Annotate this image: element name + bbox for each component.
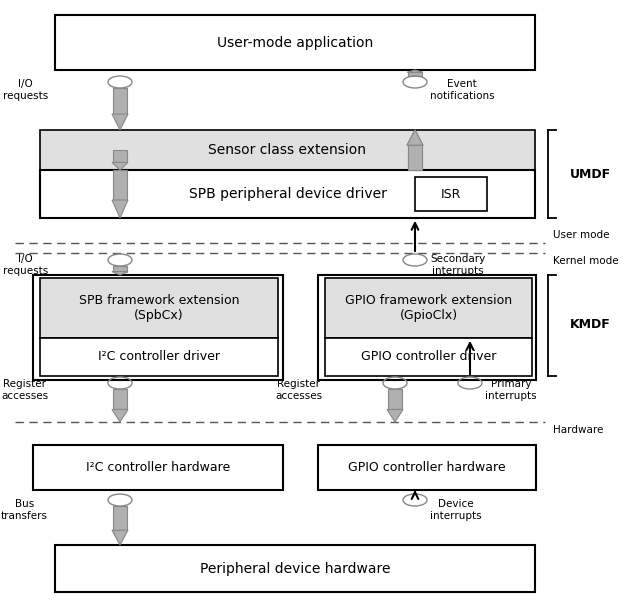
FancyBboxPatch shape (415, 177, 487, 211)
FancyBboxPatch shape (40, 278, 278, 338)
Polygon shape (113, 506, 127, 530)
FancyBboxPatch shape (33, 445, 283, 490)
Text: Register
accesses: Register accesses (275, 379, 322, 401)
Text: UMDF: UMDF (570, 168, 611, 181)
Text: ISR: ISR (441, 187, 461, 201)
Text: KMDF: KMDF (570, 318, 611, 331)
Polygon shape (113, 266, 127, 271)
Polygon shape (407, 130, 423, 145)
Text: GPIO controller hardware: GPIO controller hardware (348, 461, 506, 474)
Text: Secondary
interrupts: Secondary interrupts (430, 254, 485, 276)
Text: Device
interrupts: Device interrupts (430, 499, 482, 521)
Text: Peripheral device hardware: Peripheral device hardware (200, 561, 390, 575)
Polygon shape (112, 530, 128, 545)
Text: I²C controller hardware: I²C controller hardware (86, 461, 230, 474)
Polygon shape (113, 170, 127, 200)
Polygon shape (112, 162, 128, 170)
Polygon shape (408, 145, 422, 170)
Text: User mode: User mode (553, 230, 610, 240)
Polygon shape (113, 150, 127, 162)
FancyBboxPatch shape (318, 445, 536, 490)
Text: Kernel mode: Kernel mode (553, 256, 619, 266)
Text: SPB framework extension
(SpbCx): SPB framework extension (SpbCx) (79, 294, 239, 322)
Polygon shape (112, 271, 128, 275)
Polygon shape (113, 389, 127, 409)
Polygon shape (112, 200, 128, 218)
Text: Event
notifications: Event notifications (430, 79, 495, 101)
Text: Hardware: Hardware (553, 425, 603, 435)
Text: SPB peripheral device driver: SPB peripheral device driver (189, 187, 387, 201)
FancyBboxPatch shape (325, 338, 532, 376)
FancyBboxPatch shape (40, 170, 535, 218)
FancyBboxPatch shape (33, 275, 283, 380)
Text: I/O
requests: I/O requests (3, 79, 48, 101)
Text: User-mode application: User-mode application (217, 35, 373, 49)
Polygon shape (389, 389, 402, 409)
Polygon shape (408, 72, 422, 76)
FancyBboxPatch shape (318, 275, 536, 380)
Polygon shape (112, 409, 128, 422)
FancyBboxPatch shape (40, 130, 535, 170)
Polygon shape (408, 145, 422, 170)
Polygon shape (407, 70, 423, 72)
Text: Sensor class extension: Sensor class extension (208, 143, 367, 157)
FancyBboxPatch shape (325, 278, 532, 338)
FancyBboxPatch shape (55, 15, 535, 70)
Text: I²C controller driver: I²C controller driver (98, 351, 220, 364)
Text: GPIO controller driver: GPIO controller driver (361, 351, 497, 364)
Text: I/O
requests: I/O requests (3, 254, 48, 276)
Text: Register
accesses: Register accesses (1, 379, 48, 401)
Polygon shape (113, 88, 127, 114)
Text: Primary
interrupts: Primary interrupts (485, 379, 537, 401)
Text: GPIO framework extension
(GpioClx): GPIO framework extension (GpioClx) (345, 294, 512, 322)
Text: Bus
transfers: Bus transfers (1, 499, 48, 521)
Polygon shape (387, 409, 403, 422)
Polygon shape (112, 114, 128, 130)
FancyBboxPatch shape (40, 338, 278, 376)
FancyBboxPatch shape (55, 545, 535, 592)
Polygon shape (407, 130, 423, 145)
